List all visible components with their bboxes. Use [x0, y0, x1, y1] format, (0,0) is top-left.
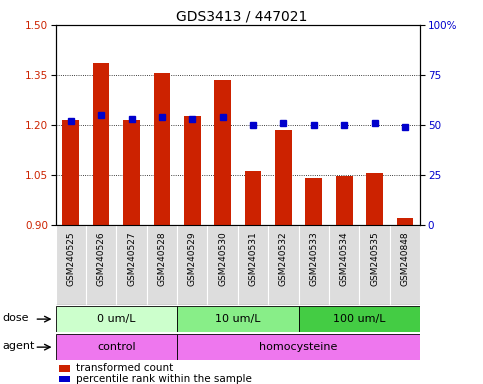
Bar: [238, 225, 268, 305]
Text: agent: agent: [3, 341, 35, 351]
Text: GSM240534: GSM240534: [340, 231, 349, 286]
Bar: [305, 178, 322, 225]
Text: GSM240526: GSM240526: [97, 231, 106, 286]
Text: GSM240532: GSM240532: [279, 231, 288, 286]
Bar: [177, 225, 208, 305]
Bar: [116, 225, 147, 305]
Text: GSM240533: GSM240533: [309, 231, 318, 286]
Bar: [275, 130, 292, 225]
Bar: [390, 225, 420, 305]
Bar: [298, 306, 420, 332]
Bar: [268, 225, 298, 305]
Bar: [59, 376, 70, 382]
Bar: [147, 225, 177, 305]
Text: GSM240528: GSM240528: [157, 231, 167, 286]
Bar: [56, 225, 86, 305]
Bar: [397, 218, 413, 225]
Bar: [86, 225, 116, 305]
Text: 100 um/L: 100 um/L: [333, 314, 386, 324]
Bar: [329, 225, 359, 305]
Text: GSM240535: GSM240535: [370, 231, 379, 286]
Text: dose: dose: [3, 313, 29, 323]
Bar: [336, 176, 353, 225]
Text: GSM240848: GSM240848: [400, 231, 410, 286]
Text: GSM240527: GSM240527: [127, 231, 136, 286]
Text: GSM240531: GSM240531: [249, 231, 257, 286]
Text: GSM240525: GSM240525: [66, 231, 75, 286]
Bar: [298, 225, 329, 305]
Text: GDS3413 / 447021: GDS3413 / 447021: [176, 10, 307, 23]
Bar: [62, 120, 79, 225]
Bar: [177, 334, 420, 360]
Bar: [214, 80, 231, 225]
Text: transformed count: transformed count: [76, 363, 173, 373]
Bar: [123, 120, 140, 225]
Bar: [93, 63, 110, 225]
Bar: [154, 73, 170, 225]
Bar: [56, 334, 177, 360]
Text: homocysteine: homocysteine: [259, 342, 338, 352]
Bar: [359, 225, 390, 305]
Text: 0 um/L: 0 um/L: [97, 314, 136, 324]
Bar: [59, 365, 70, 372]
Bar: [245, 171, 261, 225]
Text: control: control: [97, 342, 136, 352]
Bar: [208, 225, 238, 305]
Text: percentile rank within the sample: percentile rank within the sample: [76, 374, 252, 384]
Bar: [366, 173, 383, 225]
Bar: [56, 306, 177, 332]
Text: GSM240529: GSM240529: [188, 231, 197, 286]
Text: GSM240530: GSM240530: [218, 231, 227, 286]
Text: 10 um/L: 10 um/L: [215, 314, 261, 324]
Bar: [184, 116, 200, 225]
Bar: [177, 306, 298, 332]
